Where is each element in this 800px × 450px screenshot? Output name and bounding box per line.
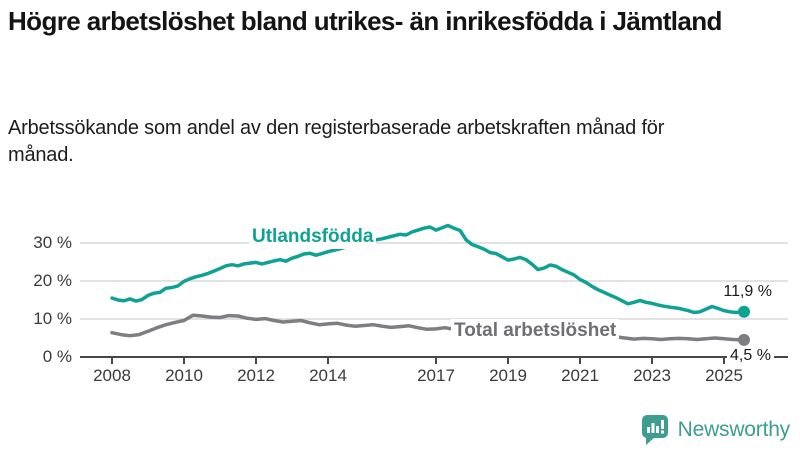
- y-axis-label: 30 %: [33, 233, 72, 252]
- page-title: Högre arbetslöshet bland utrikes- än inr…: [8, 6, 722, 36]
- y-axis-label: 10 %: [33, 309, 72, 328]
- newsworthy-logo-icon: [641, 415, 668, 445]
- x-axis-label: 2008: [93, 366, 131, 385]
- series-line-0: [110, 223, 744, 315]
- series-label-total-arbetsloshet: Total arbetslöshet: [451, 319, 620, 343]
- x-axis-label: 2010: [165, 366, 203, 385]
- x-axis-label: 2025: [705, 366, 743, 385]
- series-label-utlandsfodda: Utlandsfödda: [249, 225, 377, 249]
- x-axis-label: 2019: [489, 366, 527, 385]
- series-end-dot-1: [738, 333, 750, 346]
- newsworthy-logo-text: Newsworthy: [677, 418, 791, 441]
- chart-subtitle: Arbetssökande som andel av den registerb…: [8, 117, 665, 166]
- end-value-utlandsfodda: 11,9 %: [723, 283, 772, 300]
- end-value-total-arbetsloshet: 4,5 %: [727, 347, 774, 365]
- x-axis-label: 2014: [309, 366, 347, 385]
- series-line-1: [110, 313, 744, 342]
- y-axis-label: 0 %: [42, 347, 72, 366]
- x-axis-label: 2017: [417, 366, 455, 385]
- x-axis-label: 2012: [237, 366, 275, 385]
- y-axis-label: 20 %: [33, 271, 72, 290]
- x-axis-label: 2021: [561, 366, 599, 385]
- x-axis-label: 2023: [633, 366, 671, 385]
- newsworthy-logo: Newsworthy: [641, 414, 790, 446]
- series-end-dot-0: [738, 305, 750, 318]
